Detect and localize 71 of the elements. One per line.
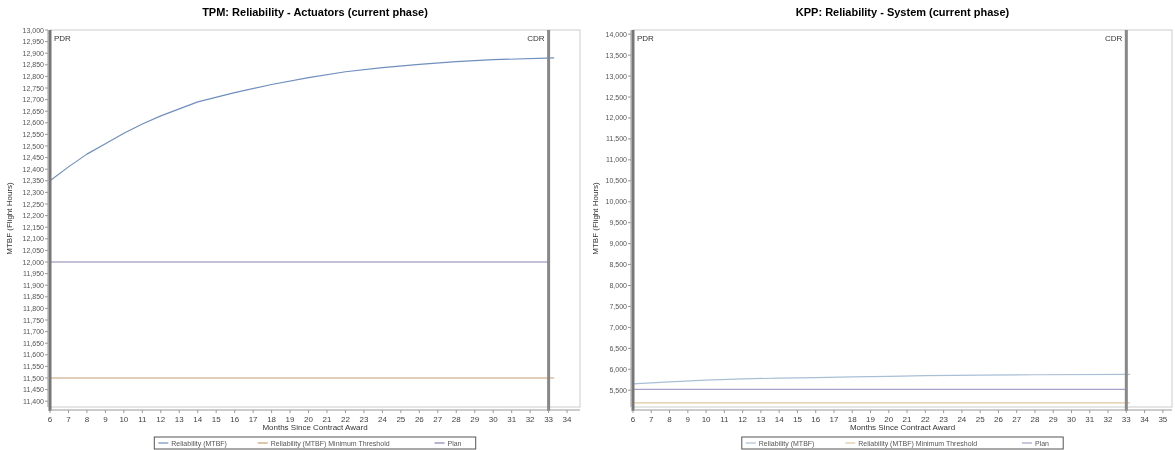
x-tick-label: 22 bbox=[920, 415, 931, 424]
x-tick-label: 7 bbox=[649, 415, 655, 424]
x-tick-label: 16 bbox=[811, 415, 821, 424]
x-tick-label: 9 bbox=[685, 415, 691, 424]
x-tick-label: 9 bbox=[103, 415, 109, 424]
x-tick-label: 8 bbox=[84, 415, 90, 424]
x-tick-label: 6 bbox=[630, 415, 636, 424]
x-tick-label: 25 bbox=[975, 415, 986, 424]
x-tick-label: 15 bbox=[792, 415, 803, 424]
x-tick-label: 20 bbox=[884, 415, 894, 424]
x-tick-label: 24 bbox=[957, 415, 967, 424]
x-tick-label: 29 bbox=[470, 415, 480, 424]
x-tick-label: 17 bbox=[829, 415, 839, 424]
x-tick-label: 28 bbox=[451, 415, 462, 424]
x-tick-label: 24 bbox=[377, 415, 388, 424]
x-tick-label: 16 bbox=[230, 415, 240, 424]
x-tick-label: 34 bbox=[1140, 415, 1150, 424]
ref-line-label: CDR bbox=[527, 34, 545, 43]
x-tick-label: 19 bbox=[866, 415, 876, 424]
x-tick-label: 33 bbox=[544, 415, 554, 424]
x-tick-label: 27 bbox=[1012, 415, 1022, 424]
x-tick-label: 25 bbox=[396, 415, 406, 424]
x-tick-label: 6 bbox=[47, 415, 53, 424]
ref-line-label: PDR bbox=[637, 34, 655, 43]
x-tick-label: 12 bbox=[738, 415, 748, 424]
x-tick-label: 8 bbox=[667, 415, 673, 424]
x-tick-label: 26 bbox=[414, 415, 425, 424]
x-tick-label: 31 bbox=[507, 415, 517, 424]
chart-title: TPM: Reliability - Actuators (current phase) bbox=[202, 6, 429, 18]
x-tick-label: 10 bbox=[701, 415, 712, 424]
x-tick-label: 15 bbox=[211, 415, 222, 424]
x-tick-label: 30 bbox=[488, 415, 499, 424]
y-axis-title: MTBF (Flight Hours) bbox=[591, 181, 600, 255]
x-tick-label: 11 bbox=[720, 415, 730, 424]
x-tick-label: 26 bbox=[993, 415, 1004, 424]
x-tick-label: 13 bbox=[756, 415, 766, 424]
x-tick-label: 23 bbox=[939, 415, 949, 424]
x-tick-label: 23 bbox=[359, 415, 369, 424]
line-series bbox=[50, 57, 555, 182]
x-tick-label: 30 bbox=[1067, 415, 1077, 424]
x-tick-label: 17 bbox=[248, 415, 259, 424]
x-tick-label: 10 bbox=[119, 415, 129, 424]
x-tick-label: 21 bbox=[902, 415, 913, 424]
x-tick-label: 14 bbox=[774, 415, 785, 424]
x-tick-label: 22 bbox=[341, 415, 351, 424]
x-tick-label: 35 bbox=[1158, 415, 1168, 424]
x-axis-title: Months Since Contract Award bbox=[849, 423, 956, 432]
y-axis-title: MTBF (Flight Hours) bbox=[5, 181, 14, 255]
x-tick-label: 18 bbox=[847, 415, 858, 424]
x-tick-label: 14 bbox=[193, 415, 203, 424]
x-tick-label: 33 bbox=[1121, 415, 1132, 424]
x-tick-label: 20 bbox=[304, 415, 314, 424]
ref-line-label: CDR bbox=[1104, 34, 1123, 43]
x-tick-label: 21 bbox=[322, 415, 332, 424]
x-tick-label: 32 bbox=[1103, 415, 1114, 424]
x-tick-label: 34 bbox=[562, 415, 573, 424]
x-tick-label: 31 bbox=[1085, 415, 1095, 424]
x-tick-label: 12 bbox=[156, 415, 166, 424]
x-tick-label: 29 bbox=[1048, 415, 1059, 424]
chart-title: KPP: Reliability - System (current phase) bbox=[795, 6, 1010, 18]
x-tick-label: 32 bbox=[525, 415, 536, 424]
ref-line-label: PDR bbox=[54, 34, 72, 43]
x-axis-title: Months Since Contract Award bbox=[262, 423, 368, 432]
line-series bbox=[633, 373, 1131, 385]
x-tick-label: 19 bbox=[285, 415, 296, 424]
x-tick-label: 28 bbox=[1030, 415, 1040, 424]
x-tick-label: 13 bbox=[174, 415, 185, 424]
x-tick-label: 27 bbox=[433, 415, 443, 424]
x-tick-label: 18 bbox=[267, 415, 277, 424]
x-tick-label: 11 bbox=[138, 415, 148, 424]
x-tick-label: 7 bbox=[66, 415, 72, 424]
